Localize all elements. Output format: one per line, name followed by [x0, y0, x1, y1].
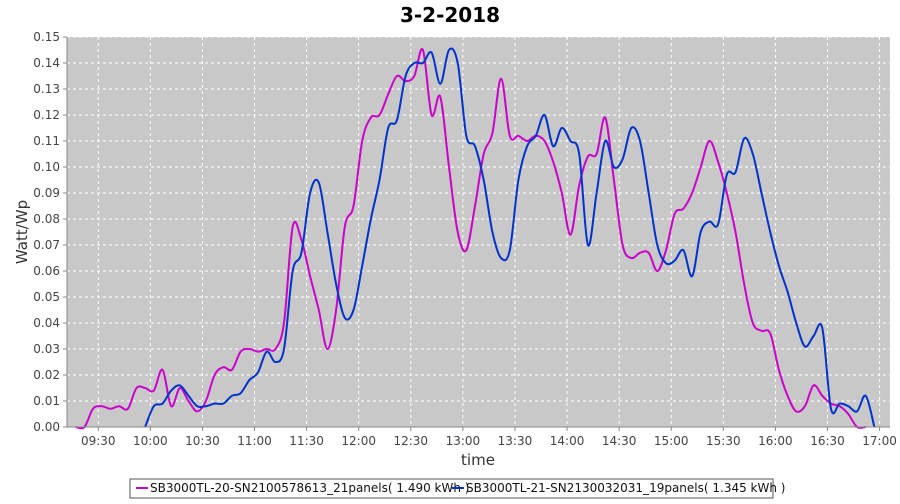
x-tick-label: 14:30 [602, 434, 637, 448]
y-tick-label: 0.12 [33, 108, 60, 122]
x-tick-label: 15:00 [654, 434, 689, 448]
y-tick-label: 0.08 [33, 212, 60, 226]
y-tick-label: 0.00 [33, 420, 60, 434]
x-tick-label: 11:00 [237, 434, 272, 448]
x-tick-label: 12:30 [393, 434, 428, 448]
legend: SB3000TL-20-SN2100578613_21panels( 1.490… [136, 481, 785, 495]
y-axis-label: Watt/Wp [13, 200, 31, 264]
legend-label-2: SB3000TL-21-SN2130032031_19panels( 1.345… [466, 481, 785, 495]
x-tick-label: 15:30 [706, 434, 741, 448]
y-tick-label: 0.14 [33, 56, 60, 70]
x-tick-label: 17:00 [862, 434, 897, 448]
y-tick-label: 0.04 [33, 316, 60, 330]
x-tick-label: 13:00 [446, 434, 481, 448]
x-tick-label: 13:30 [498, 434, 533, 448]
y-tick-label: 0.07 [33, 238, 60, 252]
y-axis-ticks: 0.00 0.01 0.02 0.03 0.04 0.05 0.06 0.07 0.08 0.09… [33, 30, 67, 434]
chart-title: 3-2-2018 [400, 3, 500, 27]
plot-area [67, 37, 890, 427]
y-tick-label: 0.01 [33, 394, 60, 408]
x-tick-label: 09:30 [81, 434, 116, 448]
y-tick-label: 0.03 [33, 342, 60, 356]
y-tick-label: 0.09 [33, 186, 60, 200]
y-tick-label: 0.11 [33, 134, 60, 148]
x-axis-label: time [461, 451, 495, 469]
y-tick-label: 0.05 [33, 290, 60, 304]
x-tick-label: 14:00 [550, 434, 585, 448]
series-lines [75, 47, 876, 430]
x-tick-label: 12:00 [341, 434, 376, 448]
x-tick-label: 10:00 [133, 434, 168, 448]
y-tick-label: 0.02 [33, 368, 60, 382]
series-line-1 [75, 48, 866, 430]
x-tick-label: 16:30 [810, 434, 845, 448]
y-tick-label: 0.15 [33, 30, 60, 44]
legend-label-1: SB3000TL-20-SN2100578613_21panels( 1.490… [150, 481, 469, 495]
y-tick-label: 0.10 [33, 160, 60, 174]
y-tick-label: 0.13 [33, 82, 60, 96]
x-tick-label: 11:30 [289, 434, 324, 448]
x-axis-ticks: 09:30 10:00 10:30 11:00 11:30 12:00 12:30 13:00… [81, 427, 897, 448]
legend-box [129, 478, 774, 499]
x-tick-label: 16:00 [758, 434, 793, 448]
x-tick-label: 10:30 [185, 434, 220, 448]
y-tick-label: 0.06 [33, 264, 60, 278]
series-line-2 [144, 47, 876, 428]
